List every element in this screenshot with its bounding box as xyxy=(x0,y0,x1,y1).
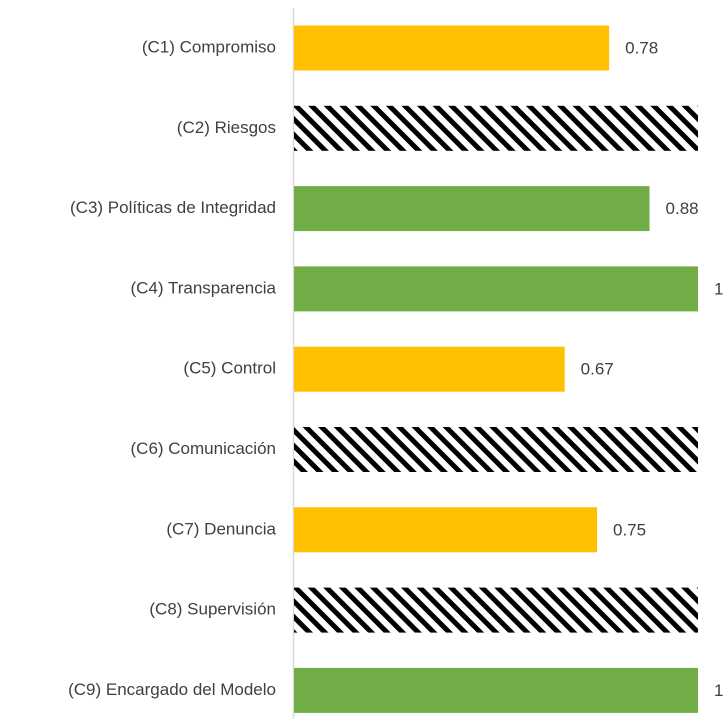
bar xyxy=(294,587,698,633)
value-label: 0.75 xyxy=(613,520,646,539)
value-label: 0.78 xyxy=(625,38,658,57)
y-tick-label: (C3) Políticas de Integridad xyxy=(70,198,276,217)
y-tick-label: (C4) Transparencia xyxy=(130,278,276,297)
y-tick-label: (C5) Control xyxy=(183,359,276,378)
bar xyxy=(294,186,650,232)
y-tick-label: (C9) Encargado del Modelo xyxy=(68,680,276,699)
bar xyxy=(294,427,698,472)
bar xyxy=(294,507,597,553)
bar xyxy=(294,266,698,312)
bar xyxy=(294,25,610,71)
bar xyxy=(294,346,565,392)
bar xyxy=(294,105,698,151)
y-tick-label: (C6) Comunicación xyxy=(131,439,277,458)
value-label: 1 xyxy=(714,681,723,700)
value-label: 1 xyxy=(714,279,723,298)
value-label: 0.88 xyxy=(666,199,699,218)
bar xyxy=(294,667,698,713)
value-label: 0.67 xyxy=(581,360,614,379)
y-tick-label: (C8) Supervisión xyxy=(149,600,276,619)
y-tick-label: (C1) Compromiso xyxy=(142,37,276,56)
y-tick-label: (C7) Denuncia xyxy=(166,519,276,538)
y-tick-label: (C2) Riesgos xyxy=(177,118,276,137)
